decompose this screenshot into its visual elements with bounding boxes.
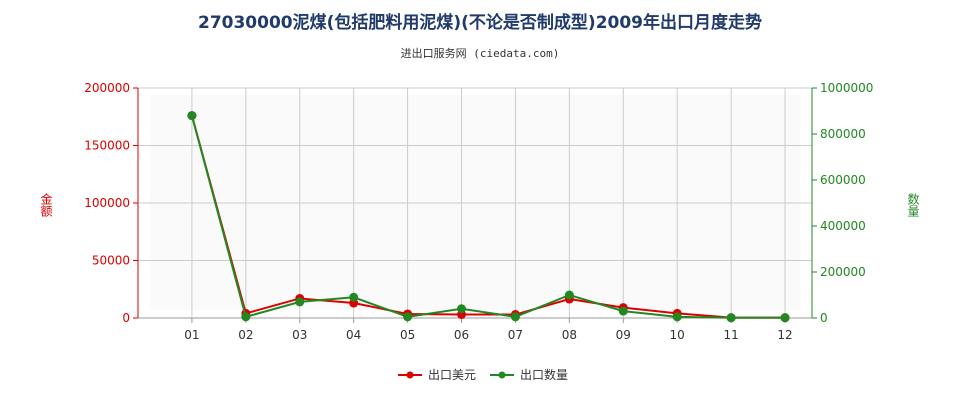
- left-tick-label: 100000: [84, 196, 130, 210]
- right-tick-label: 800000: [820, 127, 866, 141]
- data-point: [349, 292, 359, 302]
- x-tick-label: 07: [508, 328, 523, 342]
- left-tick-label: 0: [122, 311, 130, 325]
- left-axis: 0 50000 100000 150000 200000 金额: [39, 81, 138, 325]
- legend-label: 出口数量: [520, 367, 568, 382]
- left-axis-label: 金额: [39, 192, 53, 218]
- x-tick-label: 09: [616, 328, 631, 342]
- right-tick-label: 200000: [820, 265, 866, 279]
- legend-swatch-marker: [406, 371, 414, 379]
- x-tick-label: 01: [184, 328, 199, 342]
- data-point: [510, 312, 520, 322]
- x-tick-label: 08: [562, 328, 577, 342]
- left-tick-label: 200000: [84, 81, 130, 95]
- x-tick-label: 10: [670, 328, 685, 342]
- x-tick-label: 03: [292, 328, 307, 342]
- data-point: [187, 111, 197, 121]
- legend-swatch-marker: [498, 371, 506, 379]
- x-tick-label: 12: [777, 328, 792, 342]
- legend-label: 出口美元: [428, 368, 476, 382]
- chart-title: 27030000泥煤(包括肥料用泥煤)(不论是否制成型)2009年出口月度走势: [197, 13, 763, 33]
- chart-subtitle: 进出口服务网 (ciedata.com): [400, 47, 560, 60]
- right-tick-label: 600000: [820, 173, 866, 187]
- x-tick-label: 02: [238, 328, 253, 342]
- series-layer: [187, 111, 790, 323]
- data-point: [726, 313, 736, 323]
- data-point: [295, 297, 305, 307]
- x-tick-label: 04: [346, 328, 361, 342]
- data-point: [564, 290, 574, 300]
- data-point: [403, 312, 413, 322]
- x-tick-label: 05: [400, 328, 415, 342]
- right-tick-label: 1000000: [820, 81, 873, 95]
- series-line: [190, 115, 786, 319]
- right-tick-label: 400000: [820, 219, 866, 233]
- right-axis: 0 200000 400000 600000 800000 1000000 数量: [812, 81, 920, 325]
- right-tick-label: 0: [820, 311, 828, 325]
- x-tick-label: 11: [723, 328, 738, 342]
- left-tick-label: 150000: [84, 139, 130, 153]
- series-line: [190, 115, 786, 319]
- left-tick-label: 50000: [92, 254, 130, 268]
- x-tick-label: 06: [454, 328, 469, 342]
- grid: [138, 87, 812, 319]
- data-point: [457, 304, 467, 314]
- right-axis-label: 数量: [906, 192, 920, 217]
- x-axis: 01 02 03 04 05 06 07 08 09 10 11 12: [184, 318, 793, 342]
- data-point: [618, 306, 628, 316]
- data-point: [241, 312, 251, 322]
- series-quantity: [187, 111, 790, 323]
- legend: 出口美元 出口数量: [398, 367, 568, 382]
- data-point: [672, 312, 682, 322]
- data-point: [780, 313, 790, 323]
